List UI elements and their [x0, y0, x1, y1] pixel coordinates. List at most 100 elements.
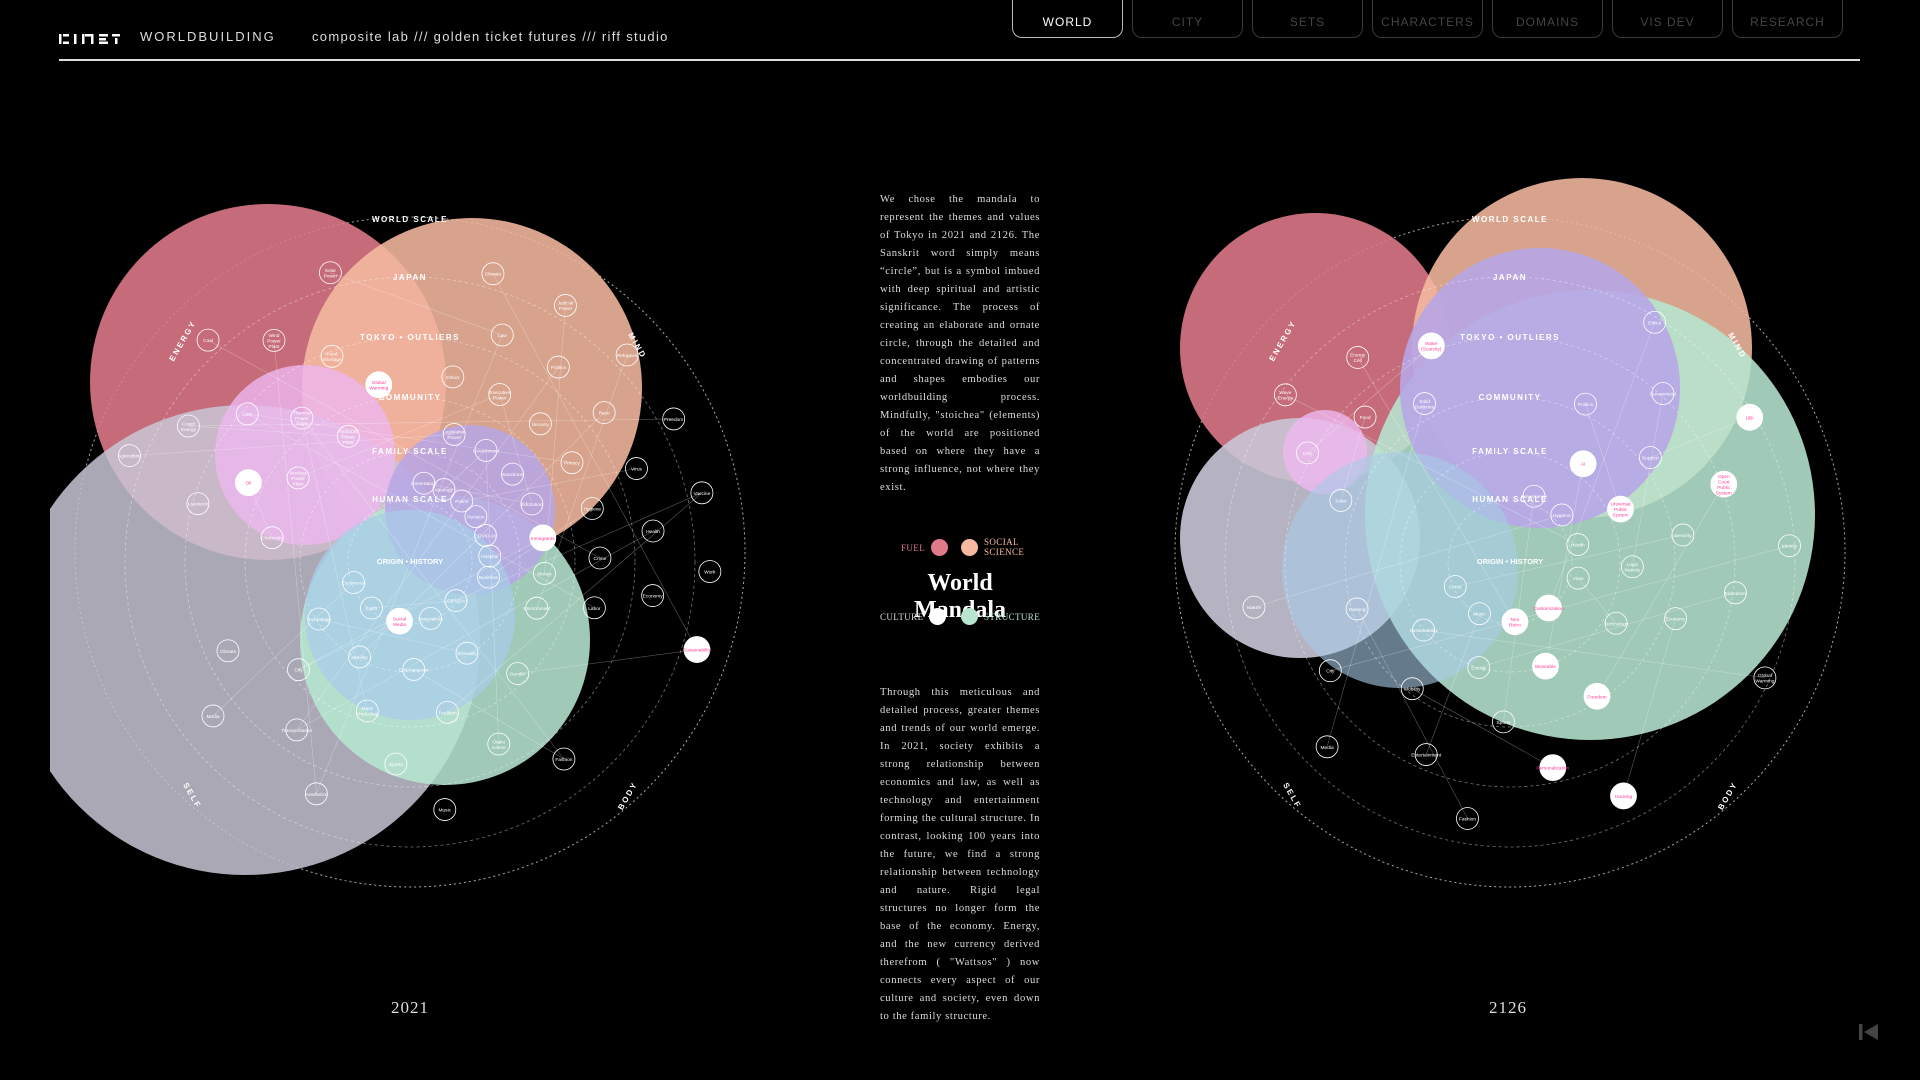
scale-label-tokyo-outliers: TOKYO • OUTLIERS	[360, 333, 460, 342]
node-climate: Climate	[216, 639, 240, 663]
link-line	[188, 418, 674, 427]
mandala-2126-diagram: WORLD SCALE JAPAN TOKYO • OUTLIERS COMMUNIT…	[1174, 178, 1846, 888]
kiney-logo[interactable]	[59, 32, 121, 46]
node-text-energy-cell-0: Energy	[1350, 353, 1366, 359]
node-refugees: Refugees	[615, 343, 639, 367]
node-text-hydraulic-power-plant-2: Plant	[343, 440, 355, 446]
quadrant-label-body: BODY	[1716, 780, 1739, 811]
tab-research[interactable]: RESEARCH	[1732, 0, 1843, 38]
link-line	[413, 669, 565, 760]
node-ring-city	[1318, 659, 1342, 683]
node-text-freedom-0: Freedom	[664, 417, 683, 423]
node-text-solar-power-1: Power	[324, 274, 338, 280]
node-coal: Coal	[196, 328, 220, 352]
node-ring-politics	[546, 355, 570, 379]
node-city: City	[287, 658, 310, 682]
tab-city[interactable]: CITY	[1132, 0, 1243, 38]
node-text-water-scarcity-1: (Scarcity)	[1421, 347, 1442, 353]
tab-domains[interactable]: DOMAINS	[1492, 0, 1603, 38]
node-governance: Governance	[1521, 484, 1547, 508]
legend-culture-swatch	[929, 608, 947, 625]
node-privacy: Privacy	[560, 451, 584, 475]
node-ring-experience	[342, 571, 366, 594]
node-text-hacking-0: Hacking	[1615, 794, 1633, 800]
mandala-2021: WORLD SCALE JAPAN TOKYO • OUTLIERS COMMUNIT…	[10, 170, 770, 910]
node-ring-freedom	[662, 407, 686, 431]
node-vaccine: Vaccine	[690, 481, 714, 505]
scale-label-world-scale: WORLD SCALE	[1472, 215, 1548, 224]
node-text-entertainment-0: Entertainment	[1411, 753, 1442, 759]
scale-ring-1	[1224, 276, 1796, 848]
tab-characters[interactable]: CHARACTERS	[1372, 0, 1483, 38]
node-ring-legislative-power	[442, 423, 466, 446]
tab-vis-dev[interactable]: VIS DEV	[1612, 0, 1723, 38]
node-text-governance-0: Governance	[1521, 494, 1547, 500]
node-text-nuclear-power-plant-2: Plant	[293, 481, 305, 487]
conclusion-paragraph: Through this meticulous and detailed pro…	[880, 687, 1040, 1022]
node-ring-environment	[525, 596, 549, 620]
tab-world[interactable]: WORLD	[1012, 0, 1123, 38]
node-ring-transportation	[285, 718, 309, 742]
node-ring-thermal-power-plant	[290, 406, 314, 430]
node-ring-hygiene	[1550, 503, 1574, 527]
node-text-transportation-0: Transportation	[281, 728, 312, 734]
node-text-otaku-culture-1: culture	[492, 745, 507, 751]
node-ring-water-scarcity	[1417, 332, 1445, 360]
tab-sets[interactable]: SETS	[1252, 0, 1363, 38]
node-fashion: Fashion	[552, 747, 576, 771]
link-line	[273, 340, 317, 794]
node-text-global-warming-1: Warming	[1755, 679, 1774, 685]
node-text-security-0: Security	[1674, 533, 1692, 539]
legend-social-science-label: SOCIAL SCIENCE	[984, 537, 1025, 557]
node-technology: Technology	[1604, 611, 1629, 635]
node-fashion: Fashion	[1456, 807, 1479, 830]
node-text-social-media-0: Social	[393, 616, 406, 622]
node-ring-agriculture	[118, 444, 141, 468]
node-text-customization-0: Customization	[1533, 606, 1564, 612]
node-text-energy-0: Energy	[1471, 665, 1487, 671]
legend-structure: STRUCTURE	[961, 608, 1040, 625]
node-experience: Experience	[342, 571, 366, 594]
node-text-thermal-power-plant-0: Thermal	[293, 411, 311, 417]
node-labor: Labor	[583, 596, 606, 620]
node-media: Media	[1315, 735, 1339, 759]
node-text-water-scarcity-0: Water	[1425, 341, 1438, 347]
node-text-open-court-public-system-0: Open	[1718, 474, 1730, 480]
scale-ring-2	[184, 336, 636, 788]
node-ring-crime	[1443, 575, 1467, 598]
node-ring-social-media	[386, 607, 413, 635]
node-sanctions: Sanctions	[501, 462, 524, 486]
node-ring-music	[433, 798, 457, 821]
link-line	[455, 492, 703, 601]
node-text-mass-production-1: Production	[356, 712, 379, 718]
node-freedom: Freedom	[1583, 682, 1611, 710]
node-ring-tradition	[436, 700, 459, 724]
node-text-crime-0: Crime	[594, 556, 607, 562]
node-ring-climate	[481, 262, 505, 286]
scale-label-community: COMMUNITY	[1479, 393, 1542, 402]
link-line	[296, 366, 559, 731]
node-text-oil-0: Oil	[245, 481, 251, 487]
node-text-ideology-0: Ideology	[435, 488, 454, 494]
skip-back-icon[interactable]	[1858, 1022, 1880, 1042]
scale-label-human-scale: HUMAN SCALE	[1472, 495, 1548, 504]
node-ring-food	[1353, 405, 1377, 429]
node-ring-global-warming	[1753, 666, 1777, 690]
node-text-security-0: Security	[532, 422, 550, 428]
link-line	[1356, 608, 1468, 819]
node-police: Police	[450, 489, 474, 513]
node-hacking: Hacking	[1610, 782, 1637, 810]
scale-ring-1	[124, 276, 696, 848]
node-text-health-0: Health	[646, 529, 660, 535]
legend-fuel-label: FUEL	[901, 542, 926, 553]
node-business: Business	[477, 565, 500, 589]
node-ring-sports	[384, 752, 408, 776]
node-text-hygiene-0: Hygiene	[583, 506, 601, 512]
node-ring-media	[201, 704, 225, 728]
node-text-hospital-0: Hospital	[481, 554, 498, 560]
